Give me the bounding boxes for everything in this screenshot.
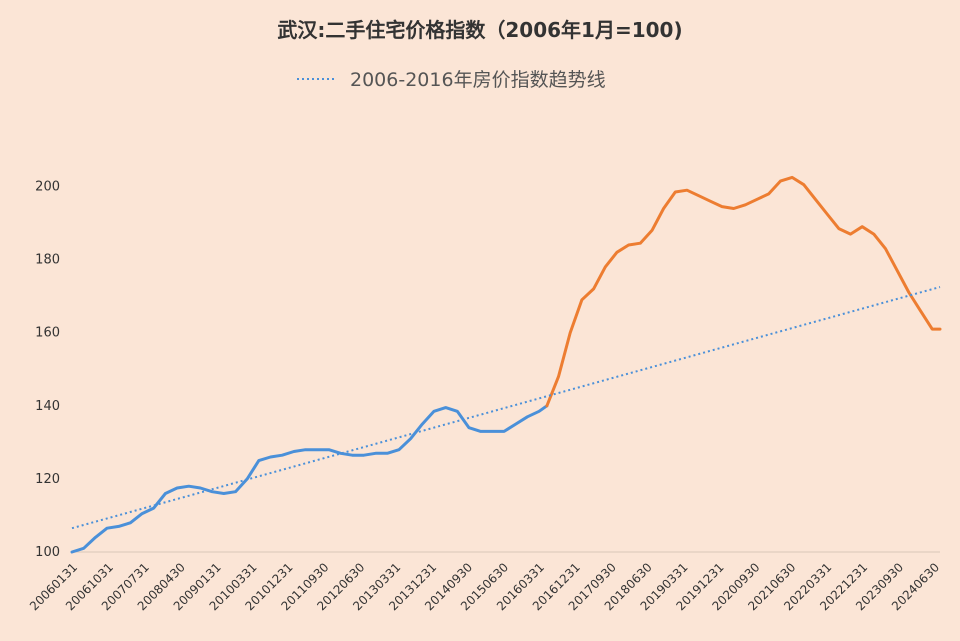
- trend-line: [71, 286, 941, 530]
- legend: 2006-2016年房价指数趋势线: [297, 69, 606, 91]
- y-tick-label-180: 180: [35, 253, 60, 268]
- y-tick-label-200: 200: [35, 180, 60, 195]
- legend-label-trend: 2006-2016年房价指数趋势线: [350, 69, 606, 91]
- series-line-2006-2016: [70, 404, 549, 554]
- y-tick-label-120: 120: [35, 472, 60, 487]
- y-tick-label-100: 100: [35, 545, 60, 560]
- series-line-2016-2024: [545, 175, 942, 408]
- series-layer: [70, 175, 942, 554]
- chart-title: 武汉:二手住宅价格指数（2006年1月=100): [277, 18, 682, 42]
- x-axis: 2006013120061031200707312008043020090131…: [27, 560, 942, 613]
- y-tick-label-160: 160: [35, 326, 60, 341]
- y-axis: 100 120 140 160 180 200: [35, 180, 940, 560]
- y-tick-label-140: 140: [35, 399, 60, 414]
